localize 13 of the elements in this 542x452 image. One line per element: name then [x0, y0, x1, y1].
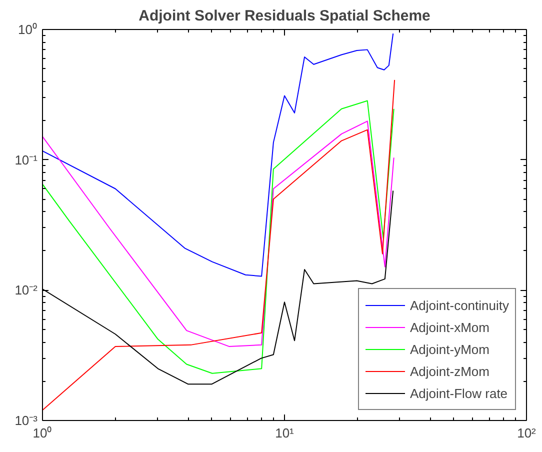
y-tick-label: 10⁰	[18, 22, 38, 37]
legend-label: Adjoint-yMom	[410, 342, 490, 356]
y-tick-label: 10⁻¹	[14, 152, 38, 168]
y-tick-label: 10⁻³	[14, 413, 38, 428]
x-tick-label: 10²	[517, 426, 537, 440]
legend-label: Adjoint-zMom	[410, 364, 490, 378]
legend-label: Adjoint-xMom	[410, 320, 490, 334]
legend-label: Adjoint-Flow rate	[410, 386, 508, 400]
x-tick-label: 10¹	[275, 426, 295, 440]
x-tick-label: 10⁰	[32, 426, 52, 440]
chart-title: Adjoint Solver Residuals Spatial Scheme	[138, 8, 430, 24]
legend-label: Adjoint-continuity	[410, 298, 509, 312]
y-tick-label: 10⁻²	[14, 282, 38, 298]
